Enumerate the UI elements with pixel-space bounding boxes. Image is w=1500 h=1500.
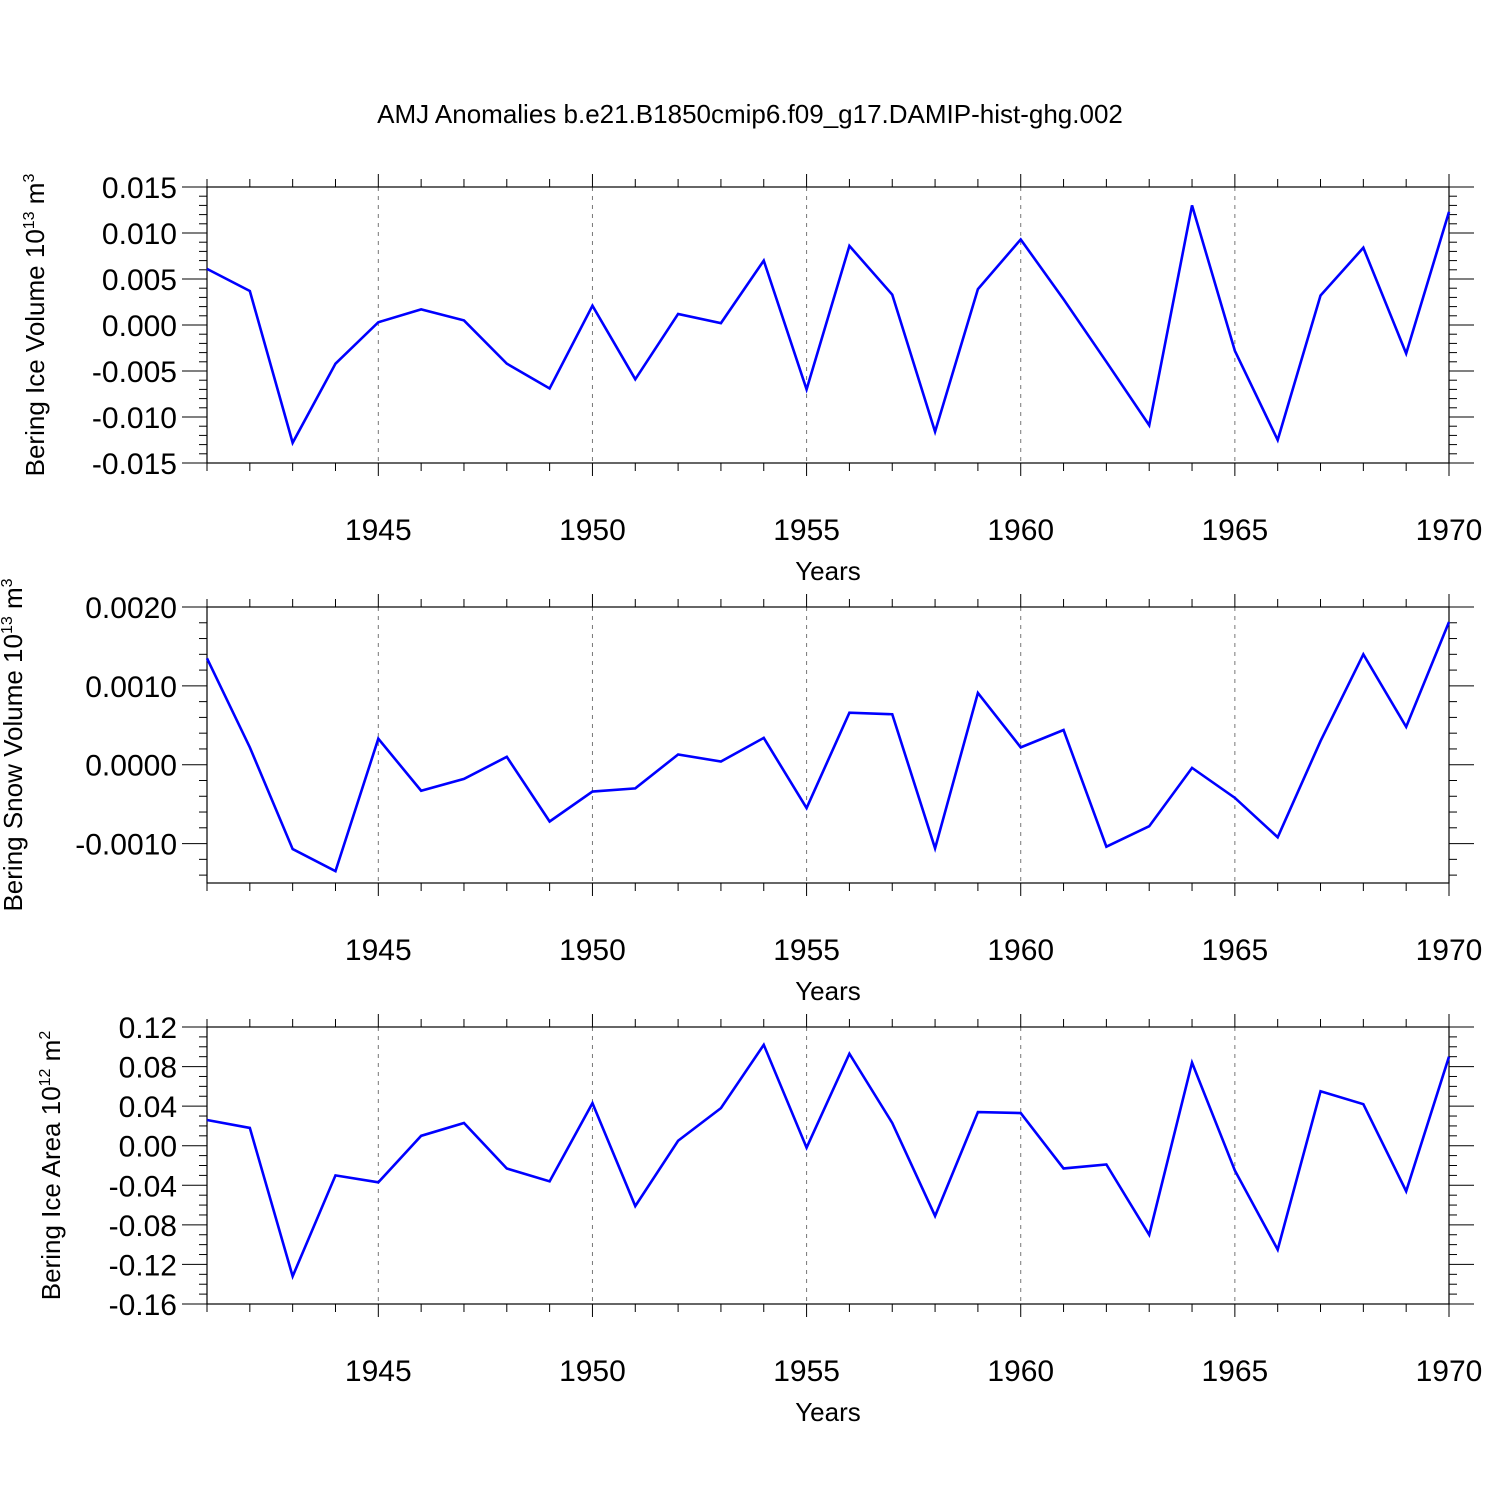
axis-frame xyxy=(206,606,1450,884)
x-tick-label: 1955 xyxy=(773,934,840,967)
y-tick-label: 0.00 xyxy=(119,1131,177,1164)
x-axis-title: Years xyxy=(795,1397,861,1427)
x-tick-label: 1970 xyxy=(1416,514,1483,547)
x-tick-label: 1945 xyxy=(345,1355,412,1388)
x-tick-label: 1945 xyxy=(345,934,412,967)
x-tick-label: 1960 xyxy=(987,1355,1054,1388)
x-tick-label: 1970 xyxy=(1416,1355,1483,1388)
x-tick-label: 1970 xyxy=(1416,934,1483,967)
y-tick-label: -0.12 xyxy=(109,1249,177,1282)
x-tick-label: 1955 xyxy=(773,514,840,547)
y-tick-label: 0.005 xyxy=(102,264,177,297)
y-tick-label: 0.015 xyxy=(102,172,177,205)
axis-frame xyxy=(206,186,1450,464)
series-line xyxy=(206,205,1451,447)
x-tick-label: 1950 xyxy=(559,514,626,547)
y-tick-label: 0.04 xyxy=(119,1091,177,1124)
y-axis-title: Bering Ice Volume 1013 m3 xyxy=(20,174,50,477)
y-tick-label: 0.0000 xyxy=(85,750,177,783)
chart-title: AMJ Anomalies b.e21.B1850cmip6.f09_g17.D… xyxy=(377,99,1123,129)
y-tick-label: -0.015 xyxy=(92,448,177,481)
y-tick-label: 0.08 xyxy=(119,1052,177,1085)
x-tick-label: 1965 xyxy=(1201,1355,1268,1388)
y-tick-label: 0.0010 xyxy=(85,671,177,704)
panel-3: -0.16 -0.12 -0.08 -0.04 0.00 0.04 0.08 0.12 1945… xyxy=(36,1012,1482,1427)
x-tick-label: 1945 xyxy=(345,514,412,547)
x-tick-label: 1965 xyxy=(1201,514,1268,547)
y-tick-label: 0.12 xyxy=(119,1012,177,1045)
y-tick-label: -0.005 xyxy=(92,356,177,389)
y-tick-label: -0.08 xyxy=(109,1210,177,1243)
series-line xyxy=(205,621,1451,874)
y-axis-title: Bering Snow Volume 1013 m3 xyxy=(0,578,28,911)
y-axis-title: Bering Ice Area 1012 m2 xyxy=(36,1031,66,1301)
y-tick-label: 0.0020 xyxy=(85,592,177,625)
x-tick-label: 1950 xyxy=(559,1355,626,1388)
y-tick-label: 0.010 xyxy=(102,218,177,251)
panel-1: -0.015 -0.010 -0.005 0.000 0.005 0.010 0.015 19… xyxy=(20,172,1482,586)
x-tick-label: 1965 xyxy=(1201,934,1268,967)
x-axis-title: Years xyxy=(795,556,861,586)
x-tick-label: 1960 xyxy=(987,514,1054,547)
y-tick-label: -0.010 xyxy=(92,402,177,435)
y-tick-label: -0.16 xyxy=(109,1289,177,1322)
x-tick-label: 1950 xyxy=(559,934,626,967)
y-tick-label: -0.0010 xyxy=(75,829,177,862)
series-line xyxy=(206,1042,1451,1281)
x-tick-label: 1960 xyxy=(987,934,1054,967)
x-tick-label: 1955 xyxy=(773,1355,840,1388)
panel-2: -0.0010 0.0000 0.0010 0.0020 1945 1950 1955 196… xyxy=(0,578,1482,1006)
y-tick-label: 0.000 xyxy=(102,310,177,343)
y-tick-label: -0.04 xyxy=(109,1170,177,1203)
x-axis-title: Years xyxy=(795,976,861,1006)
